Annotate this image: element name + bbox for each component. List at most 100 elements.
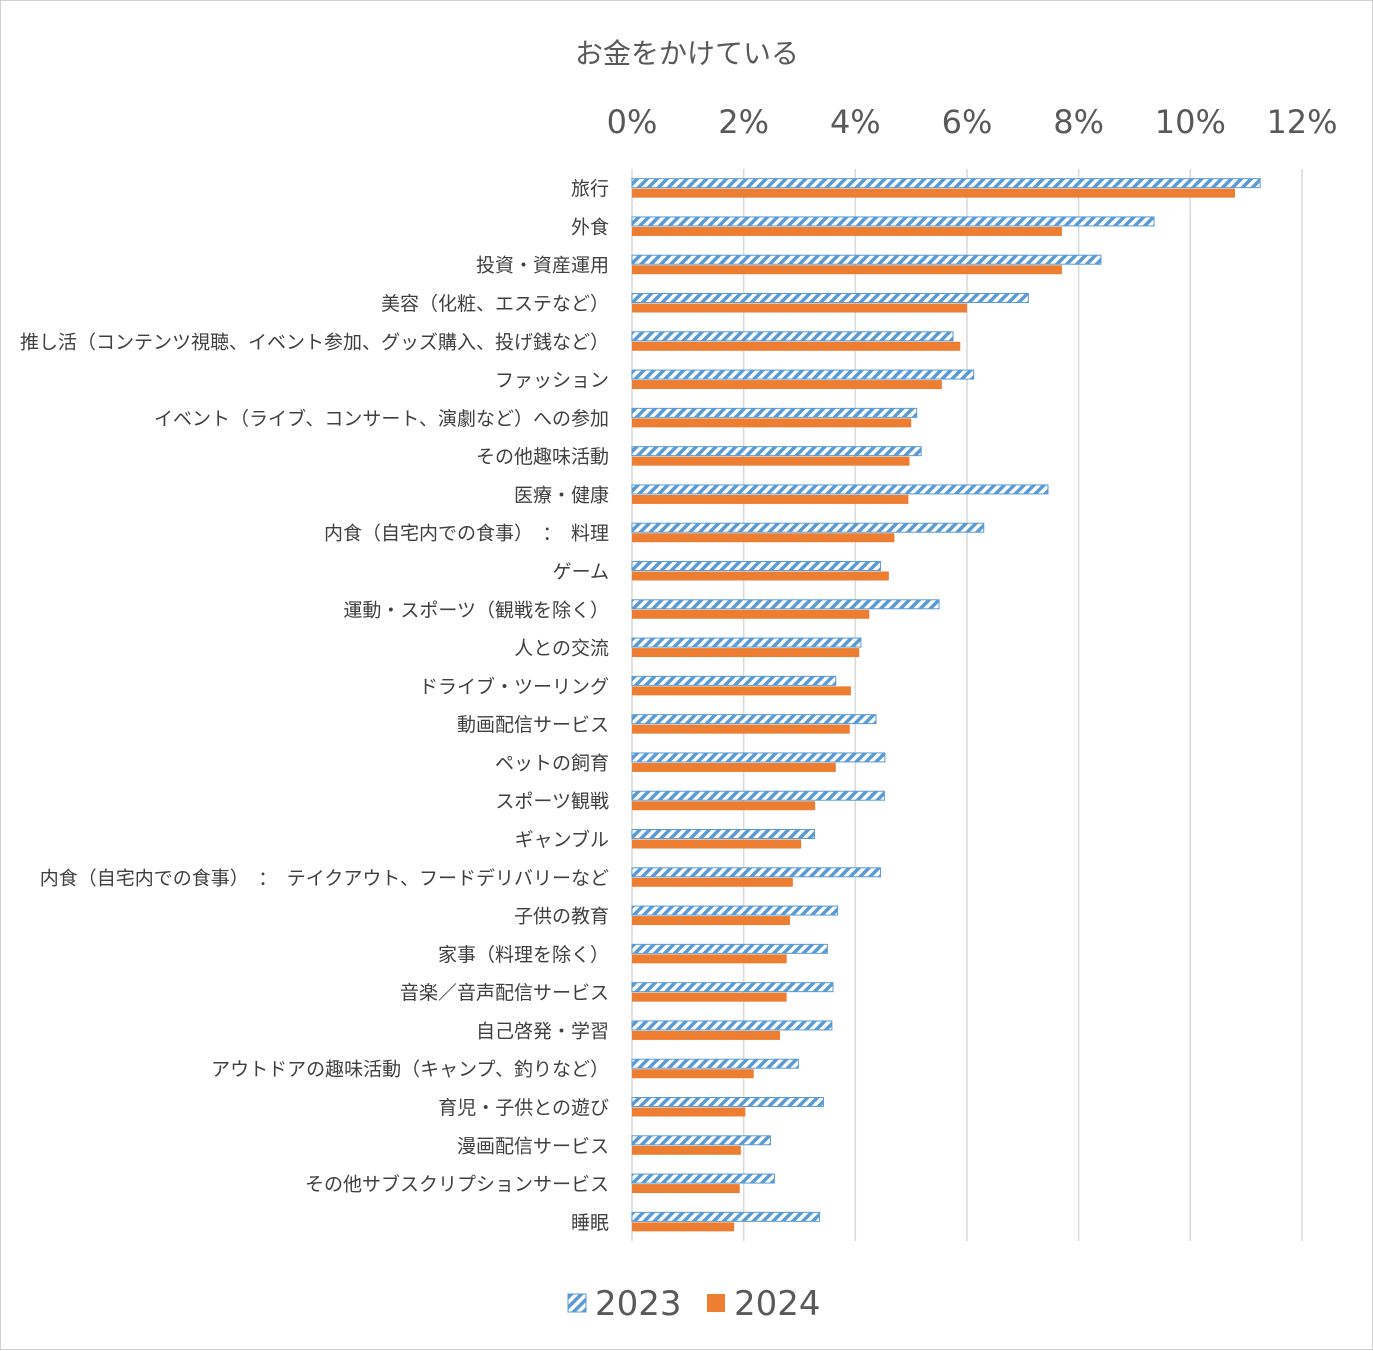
x-tick-label: 4% [830,103,881,141]
bar-2024 [632,1145,741,1155]
bar-2024 [632,265,1062,275]
category-label: その他サブスクリプションサービス [305,1173,609,1196]
bar-2023 [631,561,881,571]
bar-2024 [632,1069,754,1079]
category-label: 育児・子供との遊び [438,1097,609,1119]
bar-2024 [632,801,816,811]
category-label: 人との交流 [514,638,609,660]
bar-2023 [631,829,816,839]
bar-2024 [632,494,909,504]
bar-2024 [632,762,836,772]
x-tick-label: 8% [1053,103,1104,141]
category-label: ペットの飼育 [495,752,609,774]
legend: 2023 2024 [567,1284,821,1324]
bar-2024 [632,686,851,696]
bar-2023 [631,484,1049,495]
category-label: 美容（化粧、エステなど） [381,293,609,315]
bar-2024 [632,303,967,313]
category-label: ファッション [495,370,609,392]
legend-swatch-2023 [567,1293,587,1313]
category-label: スポーツ観戦 [495,791,609,813]
bar-2023 [631,1058,799,1069]
bar-2023 [631,216,1155,227]
bar-2023 [631,637,862,648]
category-label: アウトドアの趣味活動（キャンプ、釣りなど） [211,1059,609,1081]
category-label: 投資・資産運用 [476,255,609,277]
bar-2023 [631,254,1102,265]
bar-2023 [631,331,954,342]
bar-2023 [631,1173,775,1184]
category-label: 旅行 [571,178,609,200]
bar-2024 [632,571,889,581]
bar-2024 [632,1030,780,1040]
chart-title: お金をかけている [575,37,799,70]
category-label: 内食（自宅内での食事） ： テイクアウト、フードデリバリーなど [40,867,609,889]
bar-2023 [631,1135,771,1146]
bar-2024 [632,226,1062,236]
bar-2024 [632,1222,735,1232]
category-label: 睡眠 [571,1212,609,1234]
legend-swatch-2024 [707,1294,725,1312]
gridlines [631,169,1303,1241]
bar-2023 [631,1097,825,1107]
category-label: 運動・スポーツ（観戦を除く） [343,599,609,621]
bar-2023 [631,522,985,533]
bar-2024 [632,877,793,887]
category-label: イベント（ライブ、コンサート、演劇など）への参加 [154,407,609,430]
x-tick-label: 6% [942,103,993,141]
category-label: 家事（料理を除く） [438,944,609,966]
bar-2024 [632,992,787,1002]
bar-2024 [632,839,802,849]
bar-2024 [632,341,961,351]
category-label: その他趣味活動 [476,446,609,468]
bar-2023 [631,599,940,610]
x-tick-label: 12% [1266,103,1337,141]
category-label: 外食 [571,216,609,238]
bar-2024 [632,418,912,428]
x-axis-ticks: 0% 2% 4% 6% 8% 10% 12% [607,103,1338,141]
category-label: 医療・健康 [514,484,609,506]
legend-label-2024: 2024 [734,1284,821,1324]
bar-2024 [632,533,895,543]
category-label: 内食（自宅内での食事） ： 料理 [324,523,609,545]
category-label: 音楽／音声配信サービス [400,982,609,1004]
bar-2024 [632,724,850,734]
bar-2023 [631,943,828,954]
category-label: ドライブ・ツーリング [419,675,609,698]
bar-2024 [632,188,1235,198]
bar-2024 [632,1184,740,1194]
bar-2023 [631,790,885,801]
bars [631,178,1261,1232]
bar-2023 [631,1020,833,1031]
bar-2024 [632,380,942,390]
x-tick-label: 0% [607,103,658,141]
bar-2024 [632,916,791,926]
category-label: 子供の教育 [514,906,609,928]
bar-2023 [631,178,1261,189]
category-label: ギャンブル [515,828,609,851]
bar-2024 [632,648,860,658]
bar-2023 [631,675,837,686]
x-tick-label: 2% [718,103,769,141]
category-label: 自己啓発・学習 [476,1020,609,1042]
bar-2023 [631,905,838,916]
category-label: 動画配信サービス [457,714,609,736]
bar-2023 [631,407,918,418]
bar-2023 [631,293,1029,303]
x-tick-label: 10% [1155,103,1226,141]
category-label: 推し活（コンテンツ視聴、イベント参加、グッズ購入、投げ銭など） [20,331,609,353]
bar-2023 [631,982,834,993]
bar-2024 [632,954,787,964]
bar-2023 [631,867,881,878]
bar-2023 [631,369,975,380]
bar-2023 [631,446,922,457]
category-label: ゲーム [553,561,609,583]
legend-label-2023: 2023 [595,1284,682,1324]
bar-2024 [632,1107,746,1117]
bar-2024 [632,609,870,619]
bar-2023 [631,1211,821,1222]
category-label: 漫画配信サービス [457,1135,609,1157]
